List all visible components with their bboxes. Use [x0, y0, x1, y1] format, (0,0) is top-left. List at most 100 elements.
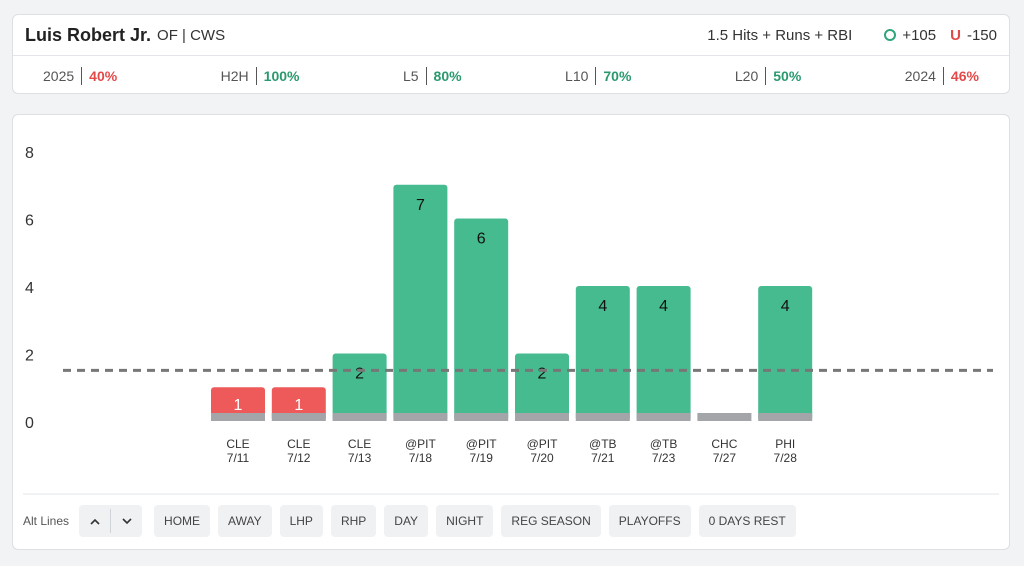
split-label: L10 — [565, 67, 589, 84]
bar-value-label: 6 — [477, 231, 486, 248]
split-label: L20 — [734, 67, 759, 84]
filter-chips: HOME AWAY LHP RHP DAY NIGHT REG SEASON PLAYOFFS… — [154, 505, 804, 537]
bar-base — [758, 413, 813, 421]
alt-lines-stepper — [79, 505, 143, 537]
bar-base — [454, 413, 509, 421]
split-value: 70% — [603, 67, 632, 84]
split-value: 100% — [263, 67, 300, 84]
over-circle-icon — [884, 29, 897, 41]
game-log-card: 0 2 4 6 8 1 CLE 7/11 1 CLE 7/12 2 CLE 7/13 7 @PIT 7/18 6 @… — [12, 114, 1010, 550]
split-value: 40% — [89, 67, 118, 84]
split-l20[interactable]: L20 50% — [734, 66, 802, 85]
under-odds-value: -150 — [966, 26, 997, 44]
bar-over[interactable] — [332, 353, 387, 422]
under-letter-icon: U — [950, 26, 961, 44]
bar-under[interactable] — [211, 387, 265, 421]
x-tick-date: 7/19 — [470, 451, 494, 465]
bar-base — [636, 413, 691, 421]
x-tick-opponent: @PIT — [405, 437, 437, 451]
split-2024[interactable]: 2024 46% — [904, 66, 979, 85]
bar-over[interactable] — [758, 286, 813, 421]
y-tick-label: 8 — [25, 145, 34, 162]
x-tick-date: 7/23 — [652, 451, 676, 465]
bar-value-label: 4 — [781, 298, 790, 315]
stepper-divider — [110, 509, 112, 533]
alt-lines-label: Alt Lines — [23, 514, 70, 528]
filter-chip-night[interactable]: NIGHT — [436, 505, 494, 537]
bar-base — [211, 413, 265, 421]
split-divider — [595, 66, 597, 85]
split-divider — [425, 66, 427, 85]
x-tick-opponent: CLE — [287, 437, 310, 451]
y-tick-label: 6 — [25, 213, 34, 230]
x-tick-date: 7/20 — [530, 451, 554, 465]
x-tick-opponent: @TB — [589, 437, 617, 451]
over-odds-value: +105 — [902, 26, 937, 44]
filter-bar: Alt Lines HOME AWAY LHP RHP DAY NIGHT REG SEAS… — [23, 505, 804, 537]
x-tick-opponent: CHC — [711, 437, 737, 451]
split-label: H2H — [220, 67, 249, 84]
prop-card: Luis Robert Jr. OF | CWS 1.5 Hits + Runs… — [12, 14, 1010, 94]
player-meta: OF | CWS — [157, 26, 226, 44]
x-tick-opponent: PHI — [775, 437, 795, 451]
x-tick-opponent: CLE — [348, 437, 371, 451]
filter-chip-away[interactable]: AWAY — [218, 505, 272, 537]
filter-chip-playoffs[interactable]: PLAYOFFS — [608, 505, 691, 537]
bar-base — [697, 413, 752, 421]
filter-chip-0-days-rest[interactable]: 0 DAYS REST — [698, 505, 796, 537]
y-tick-label: 0 — [25, 415, 34, 432]
over-odds[interactable]: +105 — [884, 27, 936, 44]
bar-over[interactable] — [636, 286, 691, 421]
player-name[interactable]: Luis Robert Jr. — [25, 24, 152, 45]
split-2025[interactable]: 2025 40% — [43, 66, 118, 85]
split-h2h[interactable]: H2H 100% — [220, 66, 300, 85]
bar-value-label: 7 — [416, 197, 425, 214]
split-label: 2025 — [43, 67, 75, 84]
filter-chip-home[interactable]: HOME — [154, 505, 211, 537]
split-l10[interactable]: L10 70% — [565, 66, 632, 85]
prop-line: 1.5 Hits + Runs + RBI — [707, 26, 853, 44]
x-tick-date: 7/12 — [287, 451, 311, 465]
split-l5[interactable]: L5 80% — [403, 66, 462, 85]
bar-value-label: 1 — [234, 397, 243, 414]
prop-header: Luis Robert Jr. OF | CWS 1.5 Hits + Runs… — [13, 15, 1009, 56]
bar-over[interactable] — [393, 184, 448, 421]
bar-base — [515, 413, 569, 421]
x-tick-opponent: @PIT — [466, 437, 498, 451]
bar-value-label: 2 — [538, 366, 547, 383]
bar-value-label: 2 — [355, 366, 364, 383]
x-tick-date: 7/11 — [227, 451, 250, 465]
bar-over[interactable] — [454, 218, 509, 422]
bar-under[interactable] — [271, 387, 326, 421]
x-tick-opponent: CLE — [226, 437, 249, 451]
bar-base — [575, 413, 630, 421]
bar-base — [271, 413, 326, 421]
filter-chip-lhp[interactable]: LHP — [279, 505, 323, 537]
under-odds[interactable]: U -150 — [950, 27, 997, 44]
x-tick-opponent: @TB — [650, 437, 678, 451]
split-divider — [942, 66, 944, 85]
filter-chip-rhp[interactable]: RHP — [330, 505, 377, 537]
filter-chip-day[interactable]: DAY — [384, 505, 429, 537]
split-divider — [765, 66, 767, 85]
split-value: 50% — [773, 67, 802, 84]
bar-base — [332, 413, 387, 421]
x-tick-opponent: @PIT — [527, 437, 559, 451]
y-tick-label: 2 — [25, 348, 34, 365]
filter-chip-reg-season[interactable]: REG SEASON — [501, 505, 601, 537]
y-tick-label: 4 — [25, 280, 34, 297]
bar-base — [393, 413, 448, 421]
split-divider — [81, 66, 83, 85]
bar-value-label: 4 — [598, 298, 607, 315]
bar-over[interactable] — [515, 353, 569, 422]
x-tick-date: 7/21 — [591, 451, 615, 465]
split-value: 46% — [950, 67, 979, 84]
bar-over[interactable] — [575, 286, 630, 421]
x-tick-date: 7/27 — [713, 451, 737, 465]
hit-rate-splits: 2025 40% H2H 100% L5 80% L10 70% L20 50% 2024 46% — [13, 56, 1009, 95]
chevron-down-icon[interactable] — [111, 505, 142, 537]
split-label: 2024 — [904, 67, 936, 84]
bar-value-label: 1 — [294, 397, 303, 414]
chevron-up-icon[interactable] — [79, 505, 110, 537]
bar-value-label: 4 — [659, 298, 668, 315]
